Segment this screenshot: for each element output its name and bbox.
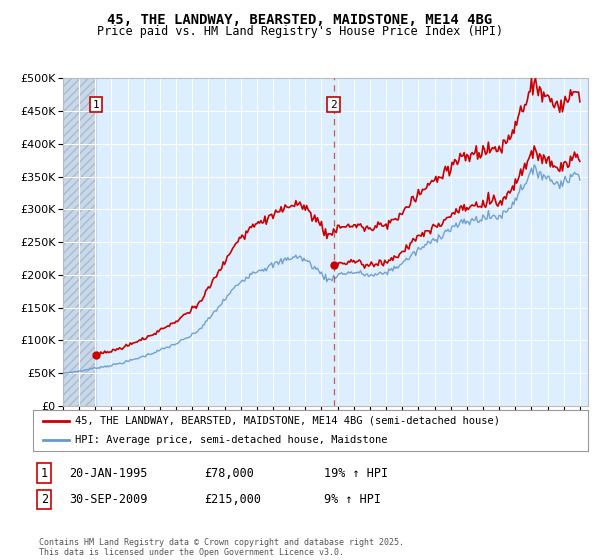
Text: 30-SEP-2009: 30-SEP-2009: [69, 493, 148, 506]
Text: 45, THE LANDWAY, BEARSTED, MAIDSTONE, ME14 4BG (semi-detached house): 45, THE LANDWAY, BEARSTED, MAIDSTONE, ME…: [74, 416, 500, 426]
Text: Price paid vs. HM Land Registry's House Price Index (HPI): Price paid vs. HM Land Registry's House …: [97, 25, 503, 38]
Text: 2: 2: [41, 493, 48, 506]
Text: 1: 1: [93, 100, 100, 110]
Text: 9% ↑ HPI: 9% ↑ HPI: [324, 493, 381, 506]
Text: £78,000: £78,000: [204, 466, 254, 480]
Text: 2: 2: [330, 100, 337, 110]
Text: £215,000: £215,000: [204, 493, 261, 506]
Text: 45, THE LANDWAY, BEARSTED, MAIDSTONE, ME14 4BG: 45, THE LANDWAY, BEARSTED, MAIDSTONE, ME…: [107, 13, 493, 27]
Text: 1: 1: [41, 466, 48, 480]
Text: 20-JAN-1995: 20-JAN-1995: [69, 466, 148, 480]
Text: HPI: Average price, semi-detached house, Maidstone: HPI: Average price, semi-detached house,…: [74, 435, 387, 445]
Text: 19% ↑ HPI: 19% ↑ HPI: [324, 466, 388, 480]
Text: Contains HM Land Registry data © Crown copyright and database right 2025.
This d: Contains HM Land Registry data © Crown c…: [39, 538, 404, 557]
